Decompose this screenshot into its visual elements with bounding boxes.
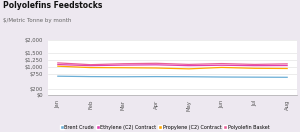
Line: Brent Crude: Brent Crude	[58, 76, 287, 77]
Line: Propylene (C2) Contract: Propylene (C2) Contract	[58, 66, 287, 69]
Ethylene (C2) Contract	[253, 65, 256, 66]
Propylene (C2) Contract	[122, 67, 125, 69]
Brent Crude	[56, 75, 60, 77]
Propylene (C2) Contract	[220, 67, 224, 68]
Polyolefin Basket	[285, 63, 289, 65]
Ethylene (C2) Contract	[56, 64, 60, 65]
Brent Crude	[89, 76, 92, 77]
Propylene (C2) Contract	[187, 68, 191, 70]
Propylene (C2) Contract	[89, 67, 92, 68]
Legend: Brent Crude, Ethylene (C2) Contract, Propylene (C2) Contract, Polyolefin Basket: Brent Crude, Ethylene (C2) Contract, Pro…	[60, 125, 270, 130]
Brent Crude	[122, 76, 125, 77]
Propylene (C2) Contract	[253, 67, 256, 69]
Brent Crude	[253, 76, 256, 78]
Ethylene (C2) Contract	[122, 64, 125, 66]
Line: Ethylene (C2) Contract: Ethylene (C2) Contract	[58, 65, 287, 66]
Brent Crude	[220, 76, 224, 78]
Ethylene (C2) Contract	[220, 64, 224, 66]
Brent Crude	[154, 76, 158, 77]
Polyolefin Basket	[56, 62, 60, 64]
Polyolefin Basket	[89, 64, 92, 65]
Ethylene (C2) Contract	[89, 65, 92, 66]
Ethylene (C2) Contract	[154, 64, 158, 66]
Line: Polyolefin Basket: Polyolefin Basket	[58, 63, 287, 65]
Polyolefin Basket	[187, 64, 191, 65]
Brent Crude	[285, 77, 289, 78]
Brent Crude	[187, 76, 191, 77]
Propylene (C2) Contract	[285, 68, 289, 69]
Polyolefin Basket	[253, 64, 256, 65]
Propylene (C2) Contract	[56, 65, 60, 67]
Text: Polyolefins Feedstocks: Polyolefins Feedstocks	[3, 1, 102, 10]
Propylene (C2) Contract	[154, 67, 158, 69]
Ethylene (C2) Contract	[285, 65, 289, 66]
Text: $/Metric Tonne by month: $/Metric Tonne by month	[3, 18, 71, 23]
Polyolefin Basket	[122, 63, 125, 65]
Ethylene (C2) Contract	[187, 65, 191, 66]
Polyolefin Basket	[154, 63, 158, 64]
Polyolefin Basket	[220, 63, 224, 64]
